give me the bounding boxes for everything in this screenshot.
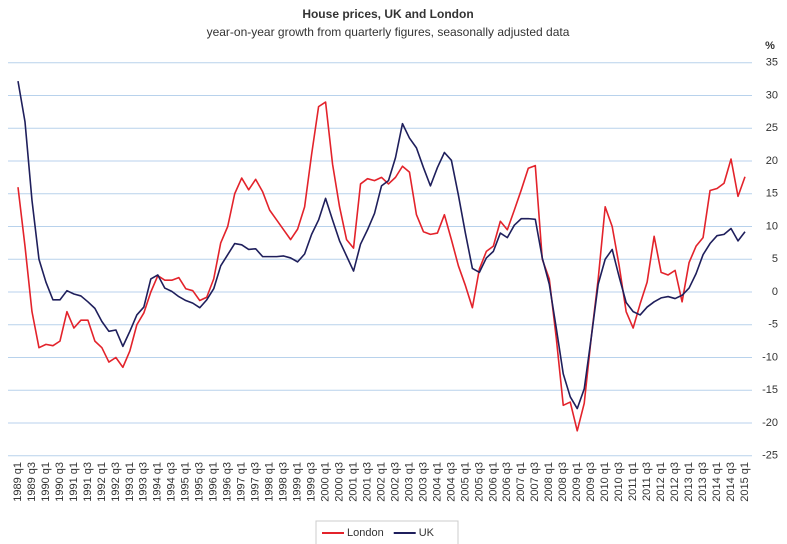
x-tick-label: 1996 q3	[222, 462, 234, 502]
x-tick-label: 2013 q1	[683, 462, 695, 502]
x-tick-label: 2003 q3	[417, 462, 429, 502]
y-tick-label: -25	[762, 450, 778, 462]
x-tick-label: 1999 q1	[292, 462, 304, 502]
x-tick-label: 2004 q3	[445, 462, 457, 502]
x-tick-label: 2013 q3	[697, 462, 709, 502]
x-tick-label: 1990 q1	[40, 462, 52, 502]
x-tick-label: 2008 q1	[543, 462, 555, 502]
y-tick-label: 30	[766, 89, 778, 101]
x-tick-label: 1997 q1	[236, 462, 248, 502]
legend-box	[315, 520, 459, 544]
x-tick-label: 2012 q3	[669, 462, 681, 502]
y-tick-label: -15	[762, 384, 778, 396]
x-tick-label: 1998 q3	[278, 462, 290, 502]
x-tick-label: 1989 q3	[26, 462, 38, 502]
x-tick-label: 2007 q3	[529, 462, 541, 502]
x-tick-label: 1994 q1	[152, 462, 164, 502]
x-tick-label: 1998 q1	[264, 462, 276, 502]
x-tick-label: 2006 q1	[487, 462, 499, 502]
x-tick-label: 2011 q3	[641, 462, 653, 501]
x-tick-label: 2009 q1	[571, 462, 583, 502]
y-tick-label: -20	[762, 417, 778, 429]
x-tick-label: 2002 q1	[375, 462, 387, 502]
y-unit: %	[765, 40, 775, 52]
y-tick-label: -10	[762, 351, 778, 363]
x-tick-label: 2005 q1	[459, 462, 471, 502]
chart-title: House prices, UK and London	[302, 7, 473, 21]
x-tick-label: 1992 q1	[96, 462, 108, 502]
x-tick-label: 2005 q3	[473, 462, 485, 502]
x-tick-label: 2010 q3	[613, 462, 625, 502]
legend-label: London	[347, 527, 384, 539]
x-tick-label: 1992 q3	[110, 462, 122, 502]
x-tick-label: 2009 q3	[585, 462, 597, 502]
x-tick-label: 1995 q3	[194, 462, 206, 502]
series-line	[17, 101, 746, 432]
x-tick-label: 2012 q1	[655, 462, 667, 502]
y-tick-label: 5	[772, 253, 778, 265]
x-tick-label: 2000 q3	[333, 462, 345, 502]
x-tick-label: 1991 q3	[82, 462, 94, 502]
x-tick-label: 2004 q1	[431, 462, 443, 502]
x-tick-label: 2003 q1	[403, 462, 415, 502]
x-tick-label: 2006 q3	[501, 462, 513, 502]
x-tick-label: 1996 q1	[208, 462, 220, 502]
x-tick-label: 2015 q1	[739, 462, 751, 502]
x-tick-label: 1989 q1	[12, 462, 24, 502]
y-tick-label: 15	[766, 188, 778, 200]
y-tick-label: 20	[766, 155, 778, 167]
x-tick-label: 2001 q1	[347, 462, 359, 502]
series-line	[17, 80, 746, 410]
x-tick-label: 2007 q1	[515, 462, 527, 502]
x-tick-label: 2000 q1	[319, 462, 331, 502]
chart-subtitle: year-on-year growth from quarterly figur…	[207, 25, 570, 39]
legend-label: UK	[419, 527, 435, 539]
x-tick-label: 2002 q3	[389, 462, 401, 502]
x-tick-label: 1995 q1	[180, 462, 192, 502]
x-tick-label: 1999 q3	[306, 462, 318, 502]
x-tick-label: 2001 q3	[361, 462, 373, 502]
x-tick-label: 2014 q3	[725, 462, 737, 502]
x-tick-label: 1991 q1	[68, 462, 80, 502]
x-tick-label: 2011 q1	[627, 462, 639, 501]
y-tick-label: 25	[766, 122, 778, 134]
x-tick-label: 1994 q3	[166, 462, 178, 502]
y-tick-label: 0	[772, 286, 778, 298]
y-tick-label: 10	[766, 220, 778, 232]
x-tick-label: 1997 q3	[250, 462, 262, 502]
x-tick-label: 1993 q3	[138, 462, 150, 502]
x-tick-label: 1993 q1	[124, 462, 136, 502]
x-tick-label: 2014 q1	[711, 462, 723, 502]
x-tick-label: 2008 q3	[557, 462, 569, 502]
x-tick-label: 1990 q3	[54, 462, 66, 502]
y-tick-label: 35	[766, 57, 778, 69]
y-tick-label: -5	[768, 319, 778, 331]
x-tick-label: 2010 q1	[599, 462, 611, 502]
